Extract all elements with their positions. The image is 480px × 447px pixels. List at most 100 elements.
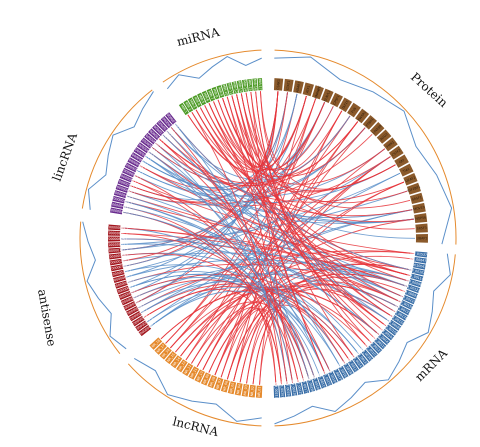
segment-tile bbox=[399, 163, 414, 177]
tile-label: ENST00000433.1 bbox=[104, 201, 132, 211]
link bbox=[231, 95, 366, 177]
link bbox=[121, 172, 401, 251]
segment-tile bbox=[414, 213, 428, 224]
tile-label: NM_00192.2 bbox=[285, 381, 292, 401]
link bbox=[159, 138, 346, 364]
tile-label: NM_00106.4 bbox=[312, 374, 322, 394]
segment-tile bbox=[376, 129, 392, 144]
segment-tile bbox=[200, 372, 212, 386]
segment-label-antisense: antisense bbox=[35, 288, 59, 347]
segment-tile bbox=[388, 319, 402, 331]
segment-tile bbox=[312, 377, 321, 391]
segment-tile bbox=[410, 273, 424, 282]
link bbox=[217, 99, 411, 277]
track-line bbox=[274, 49, 457, 245]
segment-tile bbox=[279, 385, 286, 398]
tile-label: ENST00000477.1 bbox=[107, 188, 135, 200]
tile-label: ADAR1 bbox=[295, 81, 301, 93]
tile-label: NR_11 bbox=[190, 367, 198, 378]
tile-label: NM_00151.2 bbox=[322, 370, 333, 390]
segment-tile bbox=[255, 385, 263, 398]
tile-label: MIR-1 bbox=[180, 104, 188, 114]
segment-tile bbox=[394, 154, 409, 168]
link bbox=[166, 130, 403, 298]
segment-tile bbox=[113, 275, 126, 283]
tile-label: MIR-4 bbox=[193, 96, 201, 106]
tile-label: U2AF2 bbox=[405, 176, 416, 184]
tile-label: FMR1 bbox=[386, 140, 395, 149]
tile-label: PTBP1 bbox=[365, 117, 375, 127]
segment-tile bbox=[374, 337, 387, 350]
segment-tile bbox=[115, 184, 129, 193]
tile-label: MIR-17 bbox=[258, 79, 263, 90]
segment-tile bbox=[236, 80, 244, 93]
tile-label: ENST00000869.1 bbox=[100, 225, 128, 231]
segment-tile bbox=[317, 375, 327, 389]
link bbox=[135, 273, 393, 317]
segment-tile bbox=[403, 173, 418, 186]
segment-tile bbox=[182, 362, 194, 377]
segment-tile bbox=[388, 145, 404, 160]
segment-tile bbox=[397, 305, 411, 316]
segment-tile bbox=[307, 379, 316, 393]
track-step bbox=[166, 55, 262, 90]
tile-label: CSNK1 bbox=[276, 79, 281, 90]
tile-label: MIR-3 bbox=[189, 99, 197, 109]
segment-tile bbox=[366, 345, 378, 358]
tile-label: ENST00000825.1 bbox=[100, 237, 128, 241]
tile-label: NR_15 bbox=[166, 352, 176, 362]
tile-label: MIR-5 bbox=[198, 94, 205, 104]
segment-tile bbox=[302, 82, 314, 97]
link bbox=[236, 94, 396, 313]
tile-label: NM_00098.4 bbox=[405, 278, 425, 288]
segment-tile bbox=[328, 371, 338, 385]
tile-label: NM_001004318.5 bbox=[405, 261, 433, 270]
segment-tile bbox=[347, 102, 361, 118]
segment-tile bbox=[116, 285, 130, 295]
segment-tile bbox=[333, 368, 344, 382]
segment-tile bbox=[123, 301, 137, 311]
segment-tile bbox=[216, 85, 225, 98]
track-step bbox=[274, 253, 451, 425]
segment-tile bbox=[130, 152, 144, 163]
segment-tile bbox=[148, 128, 161, 141]
tile-label: CPSF1 bbox=[332, 95, 340, 106]
tile-label: MIR-12 bbox=[232, 82, 238, 94]
segment-tile bbox=[127, 157, 141, 168]
track-step bbox=[274, 56, 453, 245]
tile-label: UBAP1 bbox=[417, 236, 428, 240]
link bbox=[226, 96, 376, 340]
outer-tracks bbox=[79, 49, 457, 427]
track-line bbox=[79, 221, 121, 355]
segment-tile bbox=[357, 353, 369, 366]
segment-tile bbox=[296, 382, 304, 396]
segment-tile bbox=[273, 78, 284, 91]
link bbox=[174, 123, 412, 271]
tile-label: LIN28B bbox=[372, 124, 383, 135]
segment-tile bbox=[108, 253, 122, 260]
segment-tile bbox=[381, 328, 395, 341]
track-line bbox=[162, 49, 262, 83]
link bbox=[208, 103, 380, 335]
tile-label: NR_06 bbox=[222, 381, 229, 392]
segment-label-lincrna: lincRNA bbox=[50, 131, 80, 183]
tile-label: NR_02 bbox=[250, 386, 255, 397]
segment-tile bbox=[197, 92, 207, 106]
track-step bbox=[133, 358, 262, 422]
tile-label: NR_03 bbox=[243, 385, 248, 396]
tile-label: NR_04 bbox=[236, 384, 242, 395]
segment-tile bbox=[321, 88, 334, 104]
link bbox=[245, 92, 415, 230]
link bbox=[170, 127, 416, 239]
tile-label: MIR-9 bbox=[217, 87, 224, 97]
link bbox=[236, 94, 326, 374]
segment-tile bbox=[248, 384, 256, 398]
segment-tile bbox=[247, 78, 253, 92]
tile-label: NR_05 bbox=[229, 382, 235, 393]
link bbox=[124, 264, 341, 367]
tile-label: NR_07 bbox=[215, 378, 222, 389]
link-layer bbox=[121, 91, 416, 385]
tile-label: MIR-7 bbox=[207, 90, 214, 100]
tile-label: TIA1 bbox=[401, 167, 410, 174]
